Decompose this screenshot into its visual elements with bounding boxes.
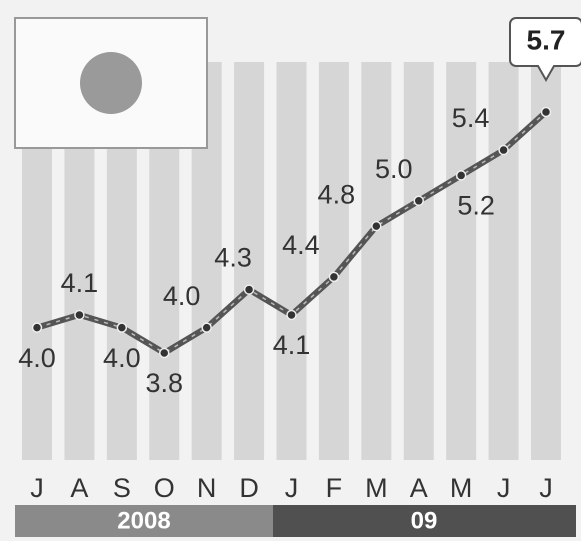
x-tick-label: N [197, 473, 217, 503]
x-tick-label: J [497, 473, 511, 503]
x-tick-label: O [154, 473, 175, 503]
column-stripe [361, 62, 392, 460]
x-tick-label: M [365, 473, 388, 503]
flag-disc [80, 52, 142, 114]
column-stripe [446, 62, 477, 460]
x-tick-label: F [326, 473, 343, 503]
value-label: 4.0 [163, 281, 201, 311]
year-band [15, 505, 273, 537]
value-label: 4.0 [103, 343, 141, 373]
x-tick-label: A [410, 473, 428, 503]
point [74, 309, 85, 321]
point [31, 322, 43, 333]
flag [14, 17, 208, 149]
value-label: 5.4 [452, 103, 490, 133]
point [201, 322, 212, 333]
point [159, 347, 170, 359]
point [328, 271, 340, 283]
x-tick-label: J [539, 473, 553, 503]
x-tick-label: J [285, 473, 299, 503]
point [413, 195, 424, 207]
point [371, 220, 382, 232]
x-tick-label: A [70, 473, 88, 503]
callout [509, 17, 581, 83]
value-label: 5.2 [457, 191, 495, 221]
year-band [273, 505, 576, 537]
value-label: 4.4 [282, 230, 320, 260]
column-stripe [234, 62, 265, 460]
x-tick-label: J [30, 473, 44, 503]
point [243, 284, 255, 295]
value-label: 3.8 [145, 368, 183, 398]
point [540, 106, 552, 118]
column-stripe [403, 62, 434, 460]
x-tick-label: S [113, 473, 131, 503]
value-label: 4.1 [273, 330, 311, 360]
year-label: 2008 [117, 507, 170, 534]
value-label: 5.0 [375, 154, 413, 184]
point [455, 170, 467, 181]
point [116, 322, 128, 333]
year-label: 09 [411, 507, 438, 534]
value-label: 4.8 [318, 179, 356, 209]
point [498, 144, 509, 156]
column-stripe [276, 62, 307, 460]
value-label: 5.7 [527, 24, 566, 55]
column-stripe [488, 62, 519, 460]
point [286, 309, 297, 321]
x-tick-label: M [450, 473, 473, 503]
column-stripe [531, 62, 561, 460]
value-label: 4.0 [18, 343, 56, 373]
value-label: 4.3 [214, 243, 252, 273]
x-tick-label: D [239, 473, 259, 503]
value-label: 4.1 [61, 268, 99, 298]
